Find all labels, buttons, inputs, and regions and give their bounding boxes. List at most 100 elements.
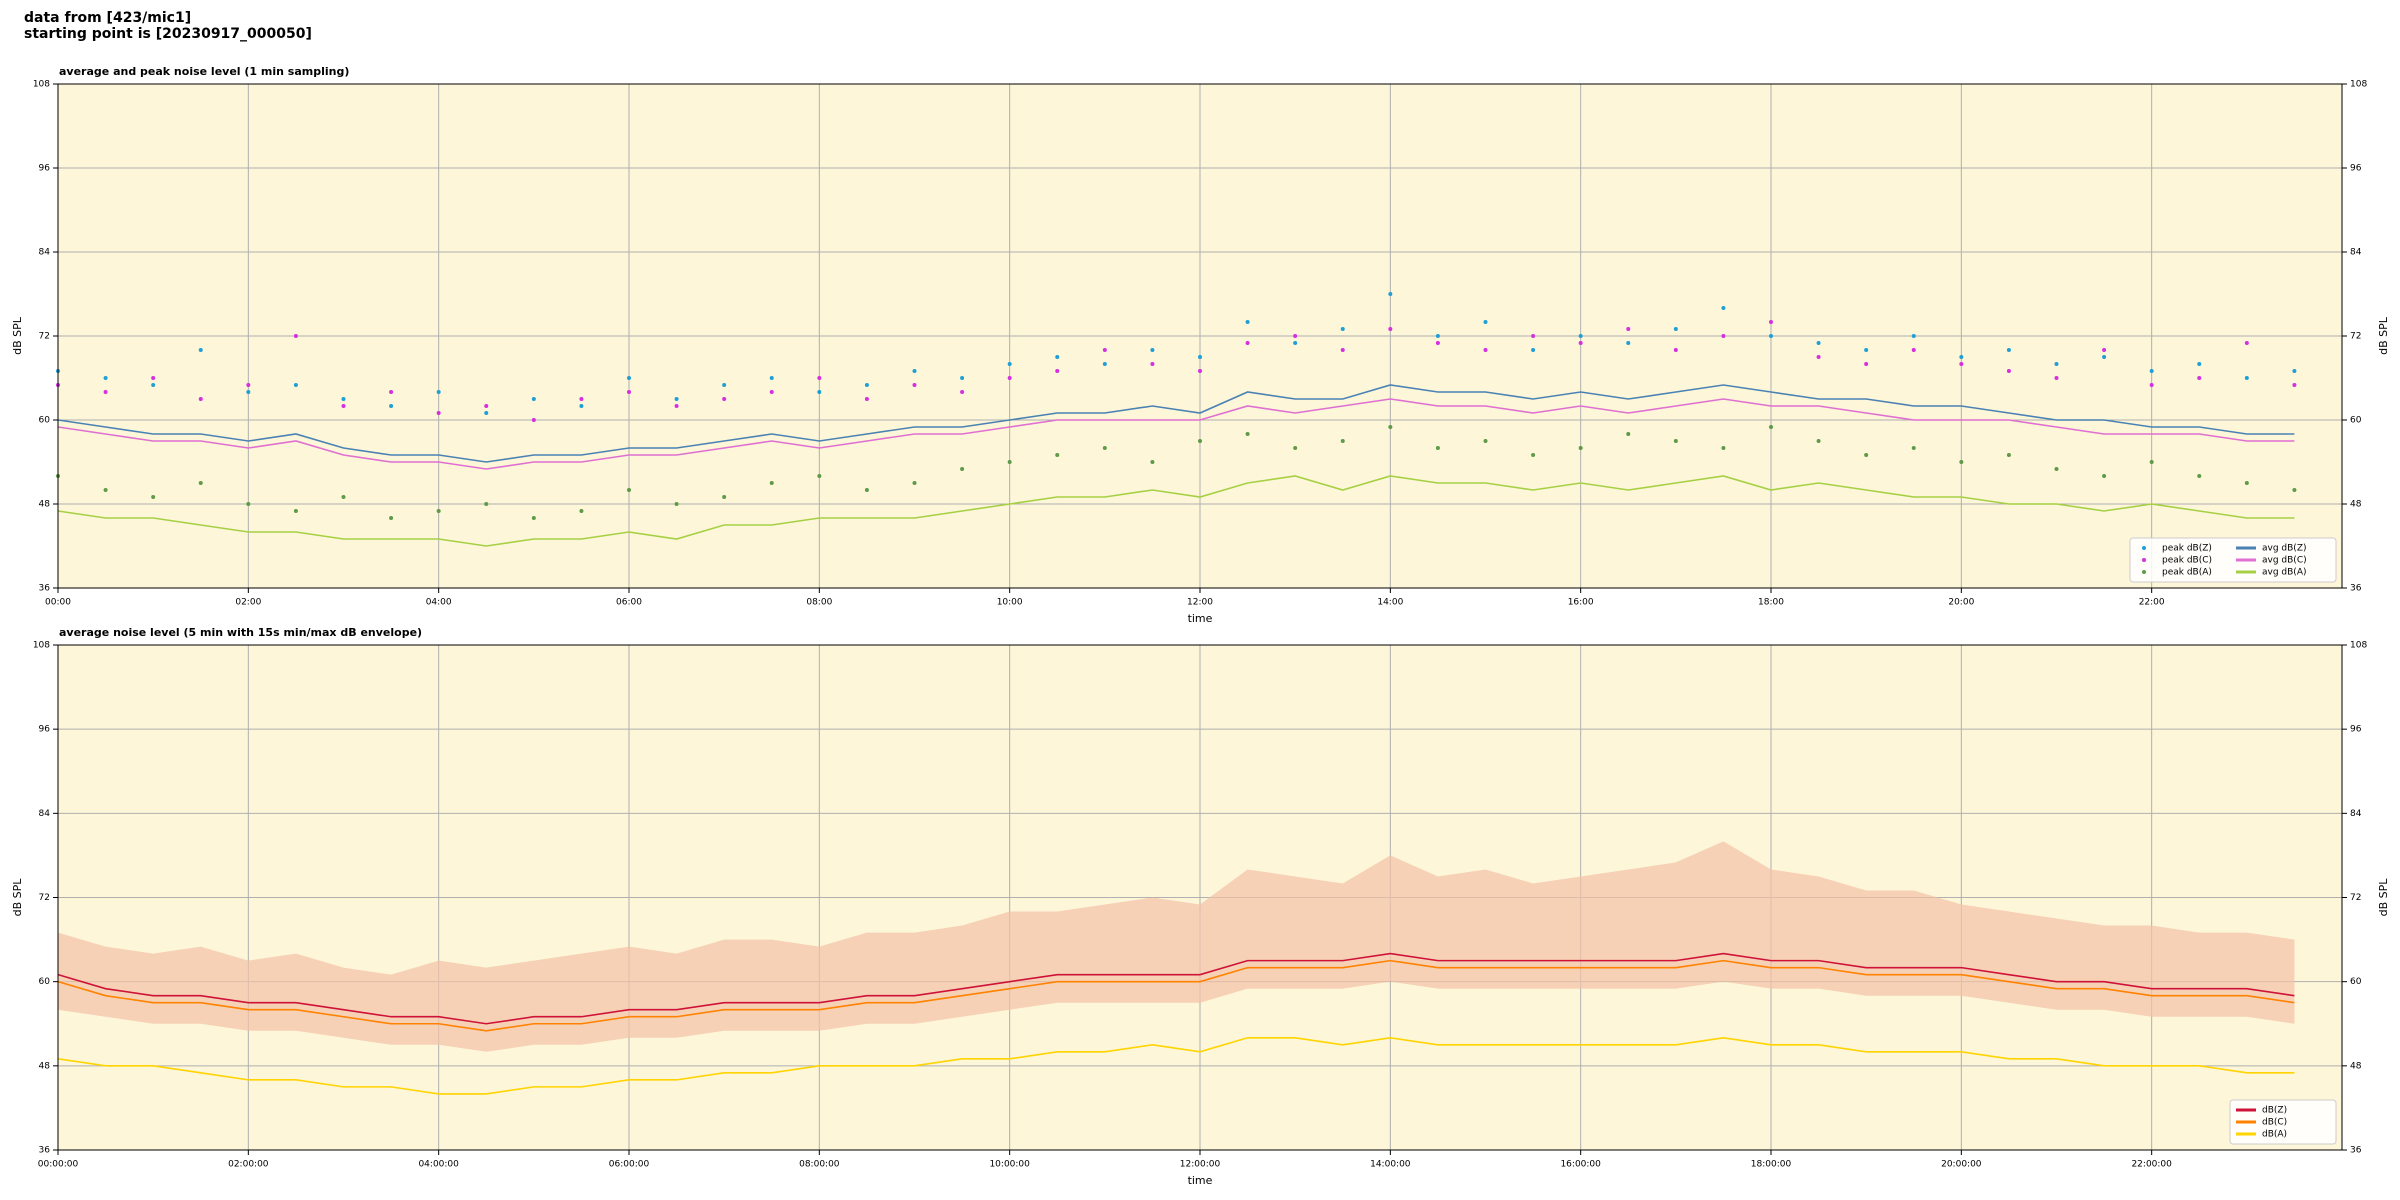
x-tick-label: 10:00:00 <box>989 1160 1030 1170</box>
x-tick-label: 08:00 <box>806 598 832 608</box>
peak-point <box>2197 376 2202 380</box>
peak-point <box>2292 488 2297 492</box>
peak-point <box>1388 425 1393 429</box>
peak-point <box>1340 439 1345 443</box>
peak-point <box>2244 481 2249 485</box>
peak-point <box>531 418 536 422</box>
peak-point <box>1959 355 1964 359</box>
y2-tick-label: 96 <box>2350 164 2362 174</box>
peak-point <box>579 404 584 408</box>
peak-point <box>722 495 727 499</box>
peak-point <box>2149 369 2154 373</box>
peak-point <box>1150 348 1155 352</box>
y-tick-label: 60 <box>39 977 51 987</box>
peak-point <box>1673 327 1678 331</box>
legend-label: dB(C) <box>2262 1118 2287 1128</box>
peak-point <box>1293 446 1298 450</box>
peak-point <box>531 397 536 401</box>
y2-axis-label: dB SPL <box>2377 316 2390 355</box>
y-tick-label: 60 <box>39 416 51 426</box>
peak-point <box>1816 355 1821 359</box>
peak-point <box>1673 439 1678 443</box>
x-tick-label: 10:00 <box>997 598 1023 608</box>
series-line <box>57 475 2295 547</box>
peak-point <box>103 488 108 492</box>
legend-label: peak dB(Z) <box>2162 544 2212 554</box>
peak-point <box>1721 446 1726 450</box>
peak-point <box>389 390 394 394</box>
y-axis-label: dB SPL <box>11 878 24 917</box>
peak-point <box>151 383 156 387</box>
peak-point <box>484 404 489 408</box>
peak-point <box>1816 439 1821 443</box>
peak-point <box>1483 439 1488 443</box>
header-line: data from [423/mic1] <box>24 10 191 26</box>
peak-point <box>2102 355 2107 359</box>
legend-label: avg dB(Z) <box>2262 544 2307 554</box>
peak-point <box>246 390 251 394</box>
peak-point <box>2006 369 2011 373</box>
peak-point <box>864 397 869 401</box>
peak-point <box>1340 348 1345 352</box>
y-tick-label: 84 <box>39 248 51 258</box>
peak-point <box>531 516 536 520</box>
y-tick-label: 36 <box>39 1146 51 1156</box>
peak-point <box>341 397 346 401</box>
peak-point <box>1578 334 1583 338</box>
x-tick-label: 20:00:00 <box>1941 1160 1982 1170</box>
peak-point <box>2292 369 2297 373</box>
peak-point <box>484 411 489 415</box>
peak-point <box>436 390 441 394</box>
legend-marker <box>2142 558 2146 562</box>
peak-point <box>1816 341 1821 345</box>
x-tick-label: 20:00 <box>1948 598 1974 608</box>
series-line <box>57 959 2295 1032</box>
peak-point <box>722 397 727 401</box>
x-tick-label: 16:00:00 <box>1560 1160 1601 1170</box>
peak-point <box>1198 439 1202 443</box>
peak-point <box>293 509 298 513</box>
peak-point <box>1626 432 1631 436</box>
y2-tick-label: 48 <box>2350 500 2362 510</box>
y2-tick-label: 36 <box>2350 584 2362 594</box>
x-tick-label: 12:00:00 <box>1180 1160 1221 1170</box>
x-tick-label: 16:00 <box>1568 598 1594 608</box>
peak-point <box>1388 292 1393 296</box>
peak-point <box>1911 334 1916 338</box>
x-tick-label: 04:00:00 <box>418 1160 459 1170</box>
peak-point <box>1007 460 1012 464</box>
header-line: starting point is [20230917_000050] <box>24 26 312 42</box>
peak-point <box>436 411 441 415</box>
peak-point <box>769 376 774 380</box>
peak-point <box>198 348 203 352</box>
peak-point <box>1435 341 1440 345</box>
peak-point <box>769 390 774 394</box>
x-tick-label: 22:00 <box>2139 598 2165 608</box>
x-tick-label: 18:00 <box>1758 598 1784 608</box>
x-tick-label: 14:00 <box>1377 598 1403 608</box>
peak-point <box>1293 341 1298 345</box>
peak-point <box>103 390 108 394</box>
peak-point <box>1911 348 1916 352</box>
peak-point <box>1626 327 1631 331</box>
y2-tick-label: 60 <box>2350 977 2362 987</box>
peak-point <box>1483 320 1488 324</box>
peak-point <box>1388 327 1393 331</box>
peak-point <box>1483 348 1488 352</box>
peak-point <box>2054 376 2059 380</box>
legend-label: avg dB(C) <box>2262 556 2307 566</box>
peak-point <box>2149 460 2154 464</box>
peak-point <box>1435 446 1440 450</box>
peak-point <box>1959 460 1964 464</box>
x-tick-label: 08:00:00 <box>799 1160 840 1170</box>
y2-tick-label: 84 <box>2350 809 2362 819</box>
peak-point <box>1769 320 1773 324</box>
peak-point <box>1055 453 1060 457</box>
peak-point <box>1007 362 1012 366</box>
peak-point <box>1435 334 1440 338</box>
peak-point <box>389 516 394 520</box>
peak-point <box>151 376 156 380</box>
y-tick-label: 48 <box>39 1061 51 1071</box>
